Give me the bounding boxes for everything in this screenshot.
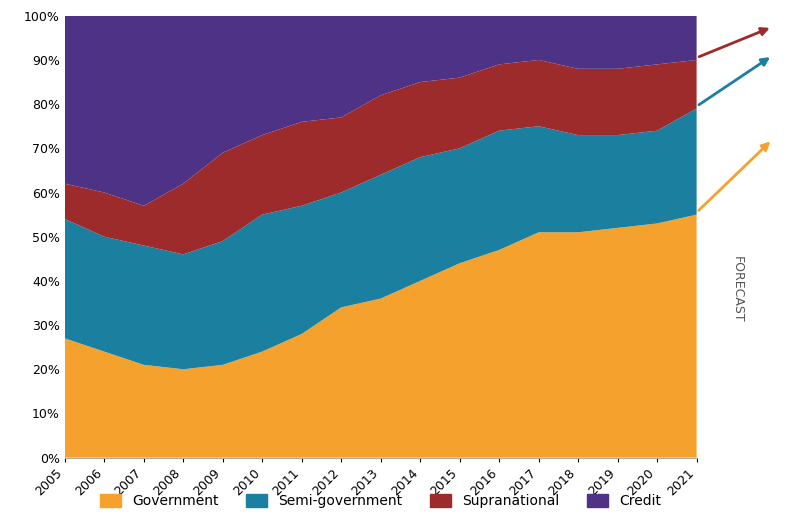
Legend: Government, Semi-government, Supranational, Credit: Government, Semi-government, Supranation… xyxy=(95,489,667,514)
Text: FORECAST: FORECAST xyxy=(731,256,744,323)
